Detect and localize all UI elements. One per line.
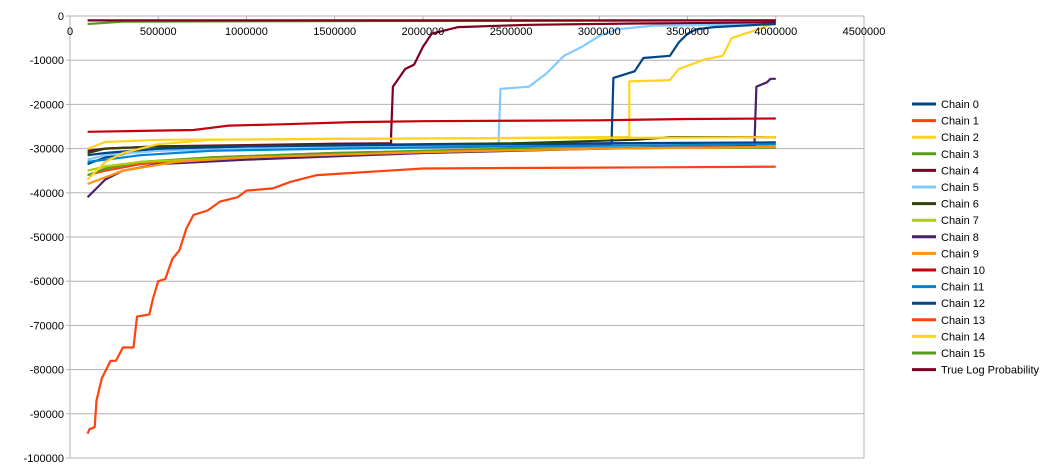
legend-label-chain-13: Chain 13 (941, 315, 985, 327)
legend-label-chain-9: Chain 9 (941, 248, 979, 260)
x-tick-label: 4000000 (754, 26, 797, 38)
legend-label-chain-1: Chain 1 (941, 116, 979, 128)
tick-labels: 0 500000 1000000 1500000 2000000 2500000 30000… (24, 11, 886, 465)
x-tick-label: 1500000 (313, 26, 356, 38)
y-tick-label: -10000 (30, 55, 64, 67)
x-tick-label: 0 (67, 26, 73, 38)
y-tick-label: -70000 (30, 320, 64, 332)
legend-label-chain-7: Chain 7 (941, 215, 979, 227)
legend-label-chain-15: Chain 15 (941, 348, 985, 360)
series-line-chain-12 (87, 22, 776, 157)
legend-label-chain-14: Chain 14 (941, 331, 985, 343)
y-tick-label: -100000 (24, 453, 64, 465)
y-tick-label: -60000 (30, 276, 64, 288)
legend-label-chain-8: Chain 8 (941, 232, 979, 244)
x-tick-label: 3500000 (666, 26, 709, 38)
y-tick-label: -90000 (30, 409, 64, 421)
legend-label-chain-6: Chain 6 (941, 199, 979, 211)
y-tick-label: -20000 (30, 99, 64, 111)
legend-label-chain-0: Chain 0 (941, 99, 979, 111)
plot-area (86, 19, 777, 435)
series-line-chain-4 (87, 21, 776, 152)
series-line-chain-14 (86, 136, 776, 181)
y-tick-label: -50000 (30, 232, 64, 244)
x-tick-label: 3000000 (578, 26, 621, 38)
x-tick-label: 500000 (140, 26, 177, 38)
y-tick-label: -30000 (30, 144, 64, 156)
legend-label-chain-5: Chain 5 (941, 182, 979, 194)
legend-label-chain-2: Chain 2 (941, 132, 979, 144)
series-line-chain-9 (87, 145, 776, 186)
series-line-chain-10 (87, 117, 776, 133)
x-tick-label: 1000000 (225, 26, 268, 38)
y-tick-label: 0 (58, 11, 64, 23)
x-tick-label: 4500000 (843, 26, 886, 38)
legend-label-chain-4: Chain 4 (941, 165, 979, 177)
legend-label-chain-10: Chain 10 (941, 265, 985, 277)
legend-label-chain-12: Chain 12 (941, 298, 985, 310)
series-line-chain-13 (86, 165, 776, 435)
legend: Chain 0 Chain 1 Chain 2 Chain 3 Chain 4 Chain… (912, 99, 1040, 377)
legend-label-chain-3: Chain 3 (941, 149, 979, 161)
x-tick-label: 2000000 (401, 26, 444, 38)
grid (70, 15, 864, 459)
legend-label-true-log-probability: True Log Probability (941, 365, 1040, 377)
x-tick-label: 2500000 (490, 26, 533, 38)
legend-label-chain-11: Chain 11 (941, 282, 984, 294)
series-line-chain-5 (87, 23, 776, 161)
y-tick-label: -40000 (30, 188, 64, 200)
y-tick-label: -80000 (30, 365, 64, 377)
